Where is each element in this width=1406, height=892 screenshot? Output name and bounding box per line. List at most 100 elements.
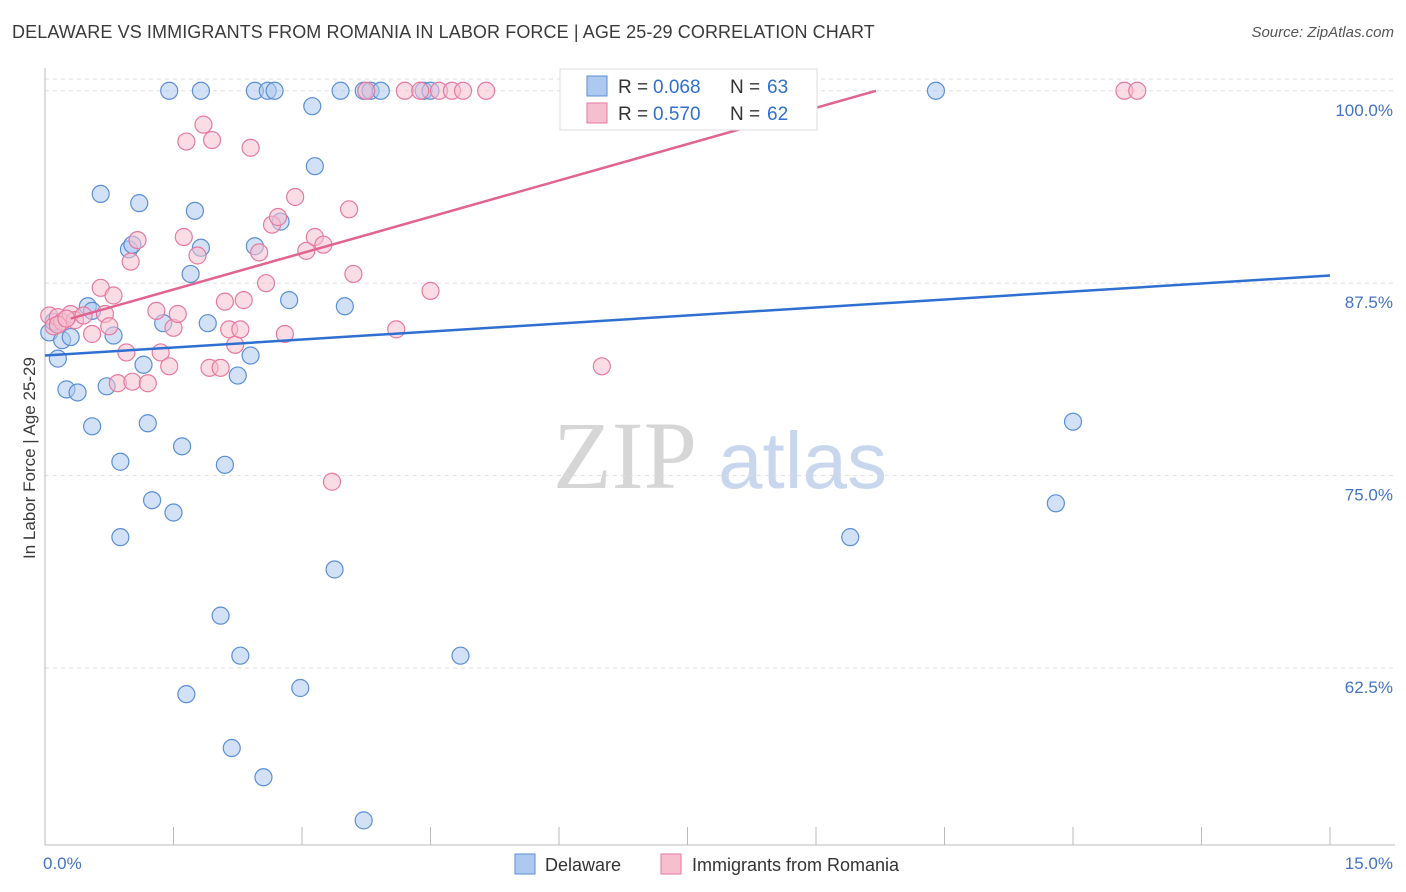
grid-layer xyxy=(45,78,1395,669)
point-romania xyxy=(477,81,496,100)
legend-r-label-delaware: R = xyxy=(618,77,648,98)
legend-r-value-romania: 0.570 xyxy=(653,104,701,125)
legend-swatch-romania xyxy=(586,102,608,124)
point-romania xyxy=(202,130,222,150)
point-romania xyxy=(256,274,276,293)
point-delaware xyxy=(198,314,217,333)
point-romania xyxy=(340,200,359,219)
point-delaware xyxy=(291,678,310,698)
point-delaware xyxy=(335,297,354,316)
point-delaware xyxy=(222,738,241,758)
point-romania xyxy=(1128,81,1147,100)
bottom-legend-swatch-delaware xyxy=(514,853,536,875)
legend-swatch-delaware xyxy=(586,75,608,97)
point-romania xyxy=(387,320,406,339)
point-romania xyxy=(268,207,288,227)
bottom-legend-label-romania: Immigrants from Romania xyxy=(692,855,900,875)
point-delaware xyxy=(185,201,205,220)
point-delaware xyxy=(331,81,350,100)
point-delaware xyxy=(142,491,162,510)
point-delaware xyxy=(305,157,324,176)
point-romania xyxy=(83,324,102,344)
point-delaware xyxy=(265,81,284,100)
point-delaware xyxy=(48,349,67,368)
point-romania xyxy=(194,115,213,134)
point-delaware xyxy=(1046,494,1065,513)
point-romania xyxy=(117,343,136,362)
bottom-legend-label-delaware: Delaware xyxy=(545,855,621,875)
point-romania xyxy=(411,81,430,100)
point-romania xyxy=(286,187,305,207)
point-delaware xyxy=(138,414,157,433)
point-delaware xyxy=(83,417,102,436)
point-romania xyxy=(104,286,123,305)
chart-source: Source: ZipAtlas.com xyxy=(1251,24,1394,41)
point-delaware xyxy=(111,452,130,471)
point-delaware xyxy=(231,646,250,665)
points-layer xyxy=(40,81,1147,830)
legend-n-value-delaware: 63 xyxy=(767,77,788,98)
x-tick-label-max: 15.0% xyxy=(1345,854,1393,873)
y-tick-label: 62.5% xyxy=(1345,678,1393,697)
x-tick-label-min: 0.0% xyxy=(43,854,82,873)
point-romania xyxy=(211,358,230,377)
stats-legend: R = 0.068 N = 63 R = 0.570 N = 62 xyxy=(559,68,818,131)
point-romania xyxy=(160,357,179,376)
legend-n-value-romania: 62 xyxy=(767,104,788,125)
point-delaware xyxy=(134,355,153,374)
point-delaware xyxy=(61,327,80,347)
y-tick-label: 75.0% xyxy=(1345,486,1393,505)
point-romania xyxy=(231,320,250,339)
bottom-legend-swatch-romania xyxy=(660,853,682,875)
series-legend: Delaware Immigrants from Romania xyxy=(514,853,900,875)
point-romania xyxy=(123,372,142,391)
point-delaware xyxy=(926,81,946,100)
point-delaware xyxy=(280,291,299,310)
point-delaware xyxy=(211,606,230,625)
legend-n-label-romania: N = xyxy=(730,104,760,125)
point-delaware xyxy=(254,768,273,787)
point-romania xyxy=(168,304,187,324)
point-romania xyxy=(275,324,294,344)
point-romania xyxy=(250,243,269,262)
point-delaware xyxy=(181,264,200,284)
legend-n-label-delaware: N = xyxy=(730,77,760,98)
point-delaware xyxy=(160,81,179,100)
point-romania xyxy=(188,246,207,265)
point-romania xyxy=(174,227,193,247)
legend-r-value-delaware: 0.068 xyxy=(653,77,701,98)
point-delaware xyxy=(451,646,470,665)
point-delaware xyxy=(228,366,247,385)
trendline-delaware xyxy=(44,274,1331,357)
y-tick-label: 100.0% xyxy=(1335,101,1393,120)
point-romania xyxy=(128,230,147,250)
point-delaware xyxy=(68,383,87,402)
point-delaware xyxy=(1063,412,1083,431)
point-delaware xyxy=(91,184,110,204)
point-delaware xyxy=(215,455,234,474)
point-romania xyxy=(421,281,440,300)
point-romania xyxy=(138,374,157,393)
point-romania xyxy=(395,81,414,100)
watermark-atlas: atlas xyxy=(718,416,887,505)
y-tick-label: 87.5% xyxy=(1345,293,1393,312)
point-delaware xyxy=(241,346,260,365)
point-romania xyxy=(215,292,234,311)
point-romania xyxy=(592,357,611,376)
point-delaware xyxy=(354,811,373,830)
point-romania xyxy=(241,138,260,157)
point-delaware xyxy=(177,685,196,704)
axis-layer: 62.5% 75.0% 87.5% 100.0% xyxy=(44,68,1395,846)
point-delaware xyxy=(111,528,130,547)
point-delaware xyxy=(303,97,322,116)
point-delaware xyxy=(130,194,149,213)
point-delaware xyxy=(172,437,192,456)
point-romania xyxy=(147,301,166,320)
point-romania xyxy=(177,132,196,151)
point-romania xyxy=(344,264,363,284)
point-delaware xyxy=(191,81,211,100)
watermark-zip: ZIP xyxy=(553,402,697,509)
chart-title: DELAWARE VS IMMIGRANTS FROM ROMANIA IN L… xyxy=(12,22,875,42)
legend-r-label-romania: R = xyxy=(618,104,648,125)
